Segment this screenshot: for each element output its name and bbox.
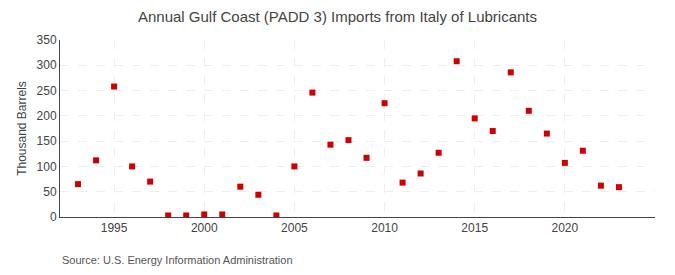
svg-text:2020: 2020 (551, 221, 578, 235)
svg-text:2010: 2010 (371, 221, 398, 235)
svg-text:200: 200 (37, 109, 57, 123)
svg-text:250: 250 (37, 84, 57, 98)
svg-text:2015: 2015 (461, 221, 488, 235)
svg-text:50: 50 (43, 185, 57, 199)
svg-text:150: 150 (37, 134, 57, 148)
svg-text:2005: 2005 (281, 221, 308, 235)
svg-text:1995: 1995 (101, 221, 128, 235)
svg-text:Source: U.S. Energy Informatio: Source: U.S. Energy Information Administ… (62, 254, 293, 266)
svg-text:Annual Gulf Coast (PADD 3) Imp: Annual Gulf Coast (PADD 3) Imports from … (138, 8, 537, 25)
svg-text:350: 350 (37, 33, 57, 47)
svg-text:0: 0 (50, 210, 57, 224)
svg-text:100: 100 (37, 160, 57, 174)
svg-text:300: 300 (37, 58, 57, 72)
svg-text:2000: 2000 (191, 221, 218, 235)
svg-text:Thousand Barrels: Thousand Barrels (15, 81, 29, 176)
